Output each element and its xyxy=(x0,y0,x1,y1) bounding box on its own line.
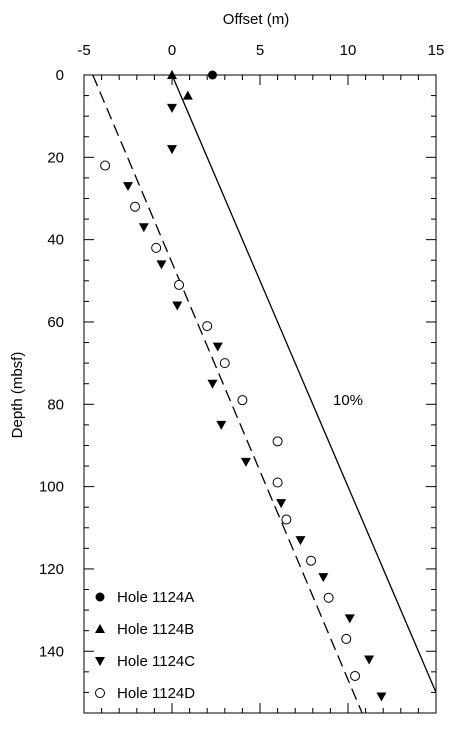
data-point-hole-1124d xyxy=(306,555,317,566)
data-point-hole-1124c xyxy=(276,499,287,509)
y-tick-label: 80 xyxy=(47,396,64,413)
data-point-hole-1124d xyxy=(350,670,361,681)
data-point-hole-1124c xyxy=(156,260,167,270)
data-point-hole-1124a xyxy=(207,70,217,80)
legend: Hole 1124A Hole 1124B Hole 1124C Hole 1124D xyxy=(95,589,195,702)
data-point-hole-1124c xyxy=(207,379,218,389)
legend-marker xyxy=(95,688,105,698)
annotation-label: 10% xyxy=(333,392,363,409)
x-tick-label: -5 xyxy=(77,42,90,59)
data-point-hole-1124c xyxy=(376,692,387,702)
legend-marker xyxy=(95,624,105,633)
y-axis-label: Depth (mbsf) xyxy=(9,352,26,439)
data-point-hole-1124c xyxy=(295,536,306,546)
data-point-hole-1124c xyxy=(364,655,375,665)
data-point-hole-1124d xyxy=(174,279,185,290)
legend-marker xyxy=(95,657,105,666)
data-point-hole-1124d xyxy=(272,477,283,488)
legend-entry-label: Hole 1124A xyxy=(117,589,194,606)
data-point-hole-1124d xyxy=(341,633,352,644)
legend-entry-label: Hole 1124B xyxy=(117,621,194,638)
y-tick-label: 120 xyxy=(39,561,64,578)
data-point-hole-1124d xyxy=(219,358,230,369)
data-point-hole-1124d xyxy=(100,160,111,171)
y-tick-label: 20 xyxy=(47,149,64,166)
data-point-hole-1124c xyxy=(240,457,251,467)
y-tick-label: 0 xyxy=(56,67,64,84)
y-tick-label: 140 xyxy=(39,643,64,660)
x-tick-label: 0 xyxy=(168,42,176,59)
legend-entry-label: Hole 1124D xyxy=(117,685,195,702)
y-tick-label: 40 xyxy=(47,232,64,249)
x-tick-label: 10 xyxy=(340,42,357,59)
data-point-hole-1124c xyxy=(318,573,329,583)
data-point-hole-1124c xyxy=(138,223,149,233)
data-point-hole-1124d xyxy=(130,201,141,212)
x-tick-label: 5 xyxy=(256,42,264,59)
data-point-hole-1124d xyxy=(281,514,292,525)
x-tick-label: 15 xyxy=(428,42,445,59)
data-point-hole-1124c xyxy=(212,342,223,352)
y-tick-label: 60 xyxy=(47,314,64,331)
legend-marker xyxy=(95,592,105,602)
dashed-fit-line xyxy=(92,75,363,713)
data-point-hole-1124d xyxy=(151,242,162,253)
data-point-hole-1124d xyxy=(323,592,334,603)
data-point-hole-1124c xyxy=(216,420,227,430)
data-point-hole-1124c xyxy=(167,103,177,113)
x-axis-label: Offset (m) xyxy=(223,11,289,28)
plot-frame xyxy=(83,74,437,714)
data-point-hole-1124d xyxy=(237,395,248,406)
data-point-hole-1124b xyxy=(167,70,177,79)
data-point-hole-1124b xyxy=(182,90,193,100)
y-tick-label: 100 xyxy=(39,479,64,496)
data-point-hole-1124d xyxy=(272,436,283,447)
data-point-hole-1124c xyxy=(172,301,183,311)
data-point-hole-1124d xyxy=(202,321,213,332)
solid-reference-line xyxy=(171,75,436,693)
data-point-hole-1124c xyxy=(123,182,133,192)
data-point-hole-1124c xyxy=(167,145,177,155)
legend-entry-label: Hole 1124C xyxy=(117,653,195,670)
data-point-hole-1124c xyxy=(344,614,355,624)
